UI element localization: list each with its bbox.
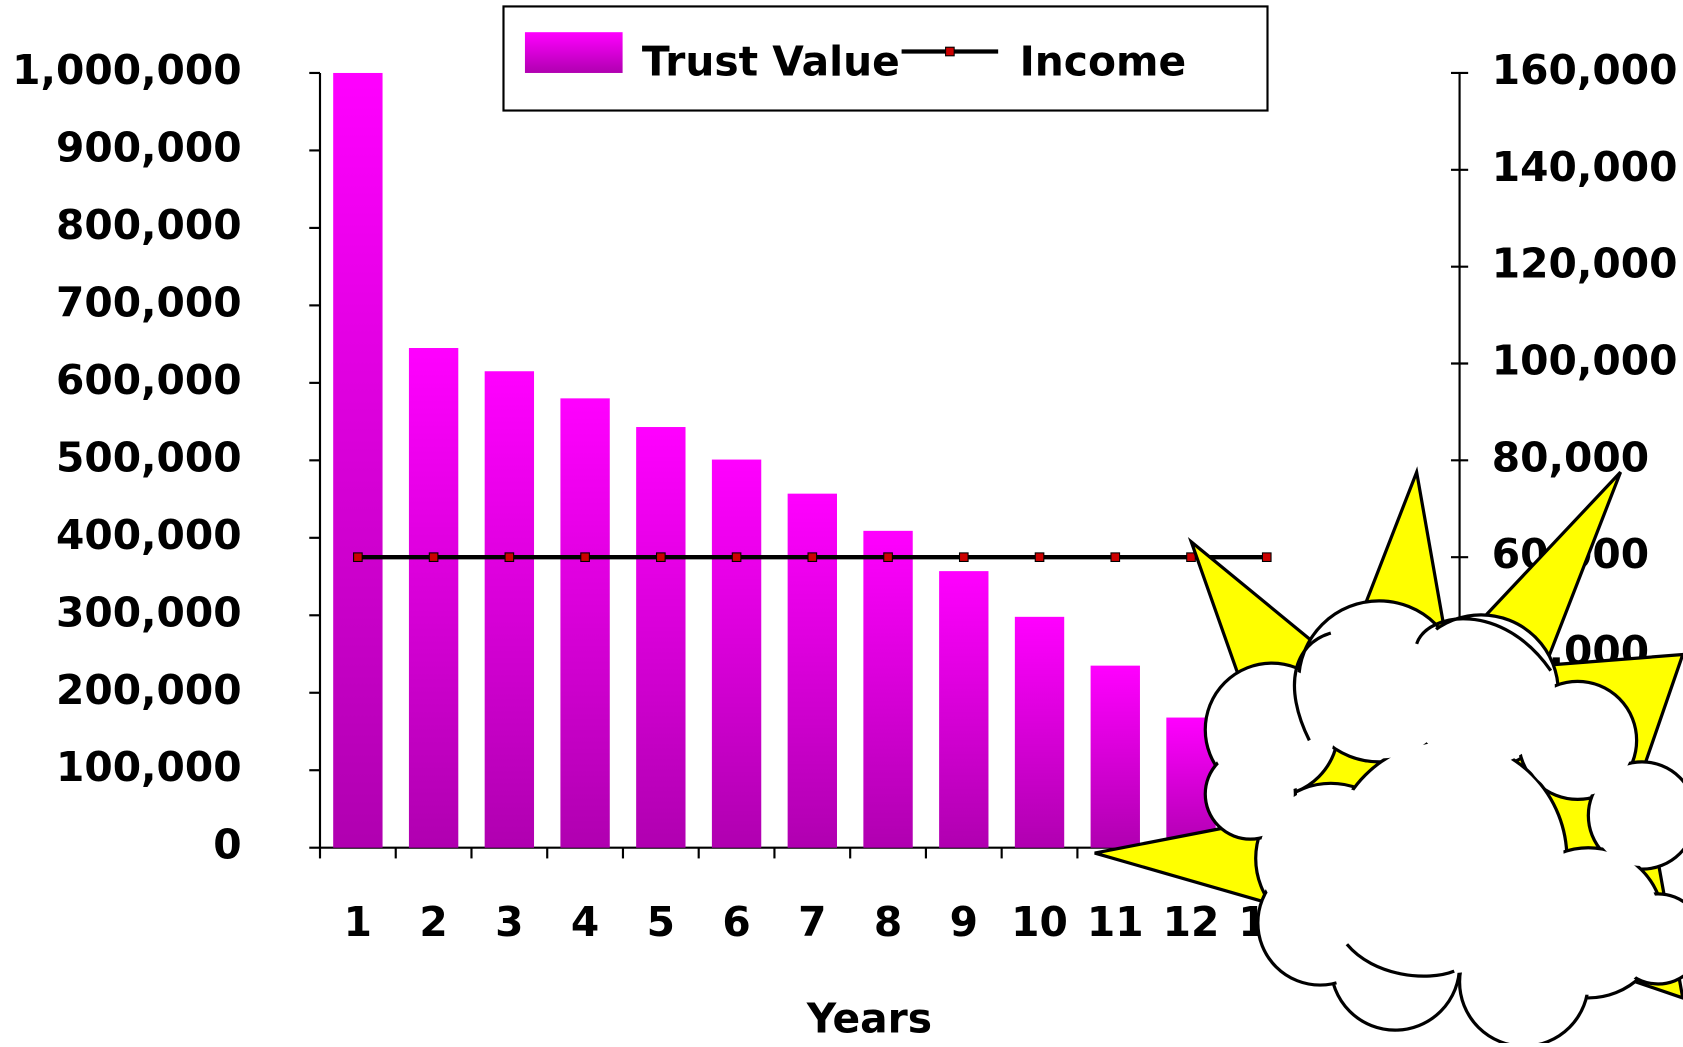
bar — [1091, 666, 1140, 848]
bar — [409, 348, 458, 848]
bar — [1015, 617, 1064, 848]
line-marker — [732, 553, 741, 562]
y-tick-label: 500,000 — [56, 433, 242, 481]
x-tick-label: 2 — [419, 898, 447, 946]
line-marker — [960, 553, 969, 562]
x-tick-label: 11 — [1087, 898, 1144, 946]
x-tick-label: 10 — [1011, 898, 1068, 946]
y2-tick-label: 100,000 — [1492, 336, 1678, 384]
bar — [560, 398, 609, 847]
y-tick-label: 600,000 — [56, 356, 242, 404]
y-tick-label: 200,000 — [56, 666, 242, 714]
legend-marker — [946, 47, 955, 56]
y2-tick-label: 140,000 — [1492, 143, 1678, 191]
y2-tick-label: 120,000 — [1492, 240, 1678, 288]
line-marker — [884, 553, 893, 562]
legend-swatch — [525, 32, 623, 73]
y-tick-label: 300,000 — [56, 588, 242, 636]
x-tick-label: 9 — [950, 898, 978, 946]
bar — [636, 427, 685, 848]
y-tick-label: 900,000 — [56, 123, 242, 171]
x-tick-label: 3 — [495, 898, 523, 946]
y-tick-label: 0 — [213, 821, 241, 869]
legend-label: Trust Value — [642, 37, 900, 85]
legend: Trust Value Income — [503, 6, 1267, 110]
bar — [939, 571, 988, 848]
x-tick-label: 12 — [1163, 898, 1220, 946]
line-marker — [581, 553, 590, 562]
y-tick-label: 1,000,000 — [12, 46, 242, 94]
chart: 0 100,000 200,000 300,000 400,000 500,000 600,… — [0, 0, 1683, 1043]
y2-tick-label: 80,000 — [1492, 433, 1649, 481]
line-marker — [505, 553, 514, 562]
line-marker — [657, 553, 666, 562]
bar — [712, 460, 761, 848]
legend-label: Income — [1020, 37, 1187, 85]
bar — [863, 531, 912, 848]
line-marker — [1262, 553, 1271, 562]
x-tick-label: 6 — [722, 898, 750, 946]
x-tick-label: 8 — [874, 898, 902, 946]
y-tick-label: 800,000 — [56, 201, 242, 249]
x-tick-label: 7 — [798, 898, 826, 946]
line-marker — [1111, 553, 1120, 562]
x-tick-label: 4 — [571, 898, 599, 946]
x-axis-title: Years — [806, 995, 932, 1043]
line-marker — [354, 553, 363, 562]
x-tick-label: 5 — [647, 898, 675, 946]
bar — [333, 73, 382, 848]
y2-tick-label: 160,000 — [1492, 46, 1678, 94]
bar — [788, 494, 837, 848]
y-tick-label: 400,000 — [56, 511, 242, 559]
bar — [485, 371, 534, 847]
line-marker — [808, 553, 817, 562]
line-marker — [1035, 553, 1044, 562]
y-tick-label: 100,000 — [56, 743, 242, 791]
x-tick-label: 1 — [344, 898, 372, 946]
y-tick-label: 700,000 — [56, 278, 242, 326]
line-marker — [429, 553, 438, 562]
